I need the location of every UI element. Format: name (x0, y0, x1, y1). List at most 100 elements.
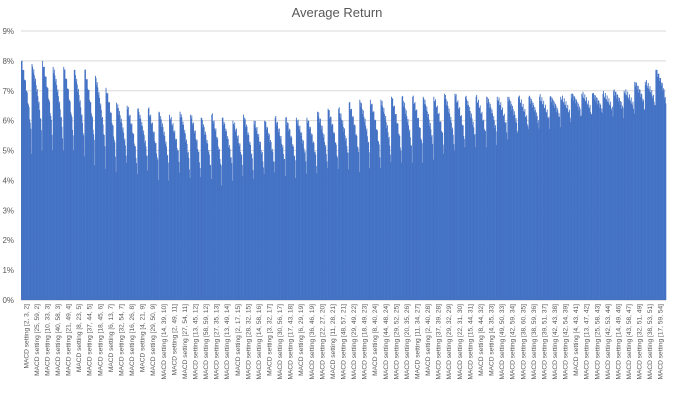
bar (143, 135, 145, 300)
bar (604, 97, 606, 301)
bar (452, 127, 454, 300)
bar (515, 121, 516, 300)
bar (599, 107, 600, 300)
bar (163, 134, 165, 300)
bar (407, 119, 409, 301)
bar (36, 91, 38, 300)
bar (159, 112, 160, 301)
bar (441, 131, 443, 300)
bar (238, 143, 240, 300)
bar (488, 101, 490, 301)
bar (657, 73, 659, 301)
bar (506, 139, 508, 300)
bar (448, 112, 449, 301)
bar (550, 96, 552, 300)
bar (480, 113, 482, 300)
bar (152, 122, 153, 300)
x-tick-label: MACD setting [13, 49, 14] (224, 304, 231, 380)
bar (358, 171, 360, 300)
bar (358, 151, 360, 300)
bar (634, 81, 636, 300)
bar (610, 101, 612, 300)
bar (265, 121, 267, 300)
bar (248, 143, 250, 300)
bar (341, 124, 343, 300)
bar (109, 111, 111, 301)
bar (32, 72, 34, 300)
bar (425, 104, 427, 301)
bar (625, 89, 627, 300)
bar (549, 96, 551, 300)
bar (144, 142, 146, 300)
bar (304, 153, 306, 300)
bar (663, 89, 665, 300)
bar (503, 113, 505, 300)
bar (57, 89, 59, 301)
bar (391, 99, 393, 300)
bar (559, 127, 561, 300)
bar (495, 125, 496, 300)
bar (387, 132, 389, 300)
bar (279, 135, 281, 300)
bar (283, 159, 285, 300)
bar (238, 145, 240, 300)
x-tick-label: MACD setting [42, 43, 38] (552, 304, 559, 380)
bar (120, 122, 122, 300)
bar (78, 95, 80, 300)
bar (397, 123, 399, 301)
bar (447, 106, 449, 300)
bar (527, 129, 529, 300)
bar (363, 116, 365, 300)
bar (652, 98, 654, 300)
bar (102, 124, 104, 300)
bar (626, 96, 628, 300)
bar (468, 110, 470, 300)
x-tick-label: MACD setting [29, 49, 22] (351, 304, 358, 380)
bar (508, 97, 510, 300)
bar (658, 73, 660, 300)
bar (334, 142, 336, 300)
bar (75, 75, 76, 301)
bar (48, 98, 49, 300)
bar (217, 137, 219, 300)
bar (161, 126, 163, 301)
y-tick-label: 7% (2, 87, 14, 96)
bar (406, 122, 408, 300)
bar (75, 81, 77, 300)
bar (533, 105, 535, 301)
x-tick-label: MACD setting [30, 56, 17] (277, 304, 284, 380)
bar (126, 105, 128, 300)
bar (133, 133, 135, 300)
bar (23, 79, 25, 301)
bar (539, 94, 541, 300)
bar (576, 100, 578, 300)
x-tick-label: MACD setting [8, 44, 32] (478, 304, 485, 376)
bar (197, 152, 199, 300)
bar (96, 82, 98, 300)
bar (377, 140, 379, 300)
bar (302, 143, 304, 300)
bar (449, 120, 451, 300)
bar (573, 100, 575, 300)
bar (47, 88, 49, 300)
bar (321, 125, 323, 301)
bar (532, 102, 534, 300)
bar (488, 98, 489, 300)
bar (36, 89, 38, 300)
x-tick-label: MACD setting [18, 49, 23] (362, 304, 369, 380)
bar (603, 90, 605, 300)
bar (569, 109, 570, 300)
bar (492, 119, 494, 301)
bar (533, 111, 535, 300)
bar (565, 101, 567, 300)
bar (237, 138, 239, 300)
bar (509, 99, 511, 301)
bar (160, 116, 162, 300)
bar (232, 120, 234, 300)
bar (127, 109, 129, 300)
bar (495, 131, 497, 300)
bar (404, 102, 405, 301)
bar (243, 120, 245, 300)
bar (278, 132, 280, 300)
bar (63, 70, 65, 301)
